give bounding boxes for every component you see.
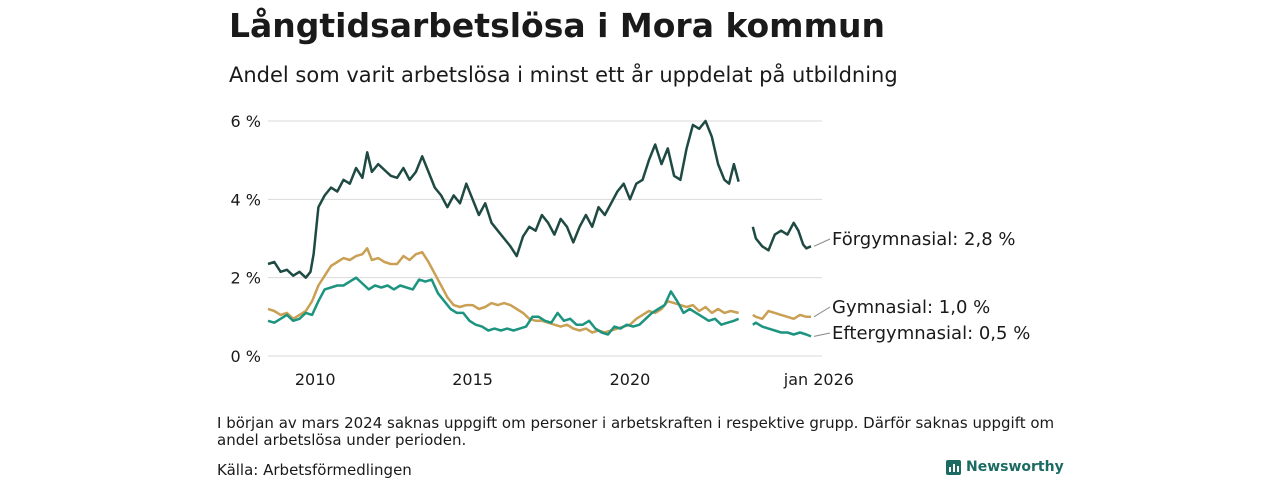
grid-lines <box>268 120 822 357</box>
label-leader-line <box>813 332 831 337</box>
source-text: Källa: Arbetsförmedlingen <box>217 461 412 479</box>
series-end-label: Förgymnasial: 2,8 % <box>832 229 1016 250</box>
label-leader-line <box>813 238 831 247</box>
y-tick-label: 4 % <box>231 190 261 209</box>
brand-name: Newsworthy <box>966 459 1064 475</box>
line-chart: 0 % 2 % 4 % 6 % 2010 2015 2020 jan 2026 Förgym… <box>231 112 1031 389</box>
line-gymnasial <box>267 247 811 334</box>
line-eftergymnasial <box>267 276 812 338</box>
series-end-label: Gymnasial: 1,0 % <box>832 297 990 318</box>
series-end-labels: Förgymnasial: 2,8 % Gymnasial: 1,0 % Efter… <box>813 229 1030 344</box>
x-tick-label: jan 2026 <box>783 370 854 389</box>
footnote: I början av mars 2024 saknas uppgift om … <box>217 414 1055 449</box>
x-tick-label: 2020 <box>610 370 651 389</box>
series-end-label: Eftergymnasial: 0,5 % <box>832 323 1030 344</box>
x-tick-label: 2015 <box>452 370 493 389</box>
line-forgymnasial <box>267 119 812 279</box>
bar-chart-icon <box>946 459 961 475</box>
brand-logo: Newsworthy <box>946 459 1064 475</box>
y-tick-label: 6 % <box>231 112 261 131</box>
x-tick-label: 2010 <box>295 370 336 389</box>
y-tick-label: 0 % <box>231 347 261 366</box>
x-axis: 2010 2015 2020 jan 2026 <box>295 370 854 389</box>
label-leader-line <box>813 306 831 318</box>
chart-subtitle: Andel som varit arbetslösa i minst ett å… <box>229 63 898 87</box>
series-lines <box>267 119 812 338</box>
y-axis: 0 % 2 % 4 % 6 % <box>231 112 261 366</box>
chart-title: Långtidsarbetslösa i Mora kommun <box>229 6 885 45</box>
y-tick-label: 2 % <box>231 269 261 288</box>
